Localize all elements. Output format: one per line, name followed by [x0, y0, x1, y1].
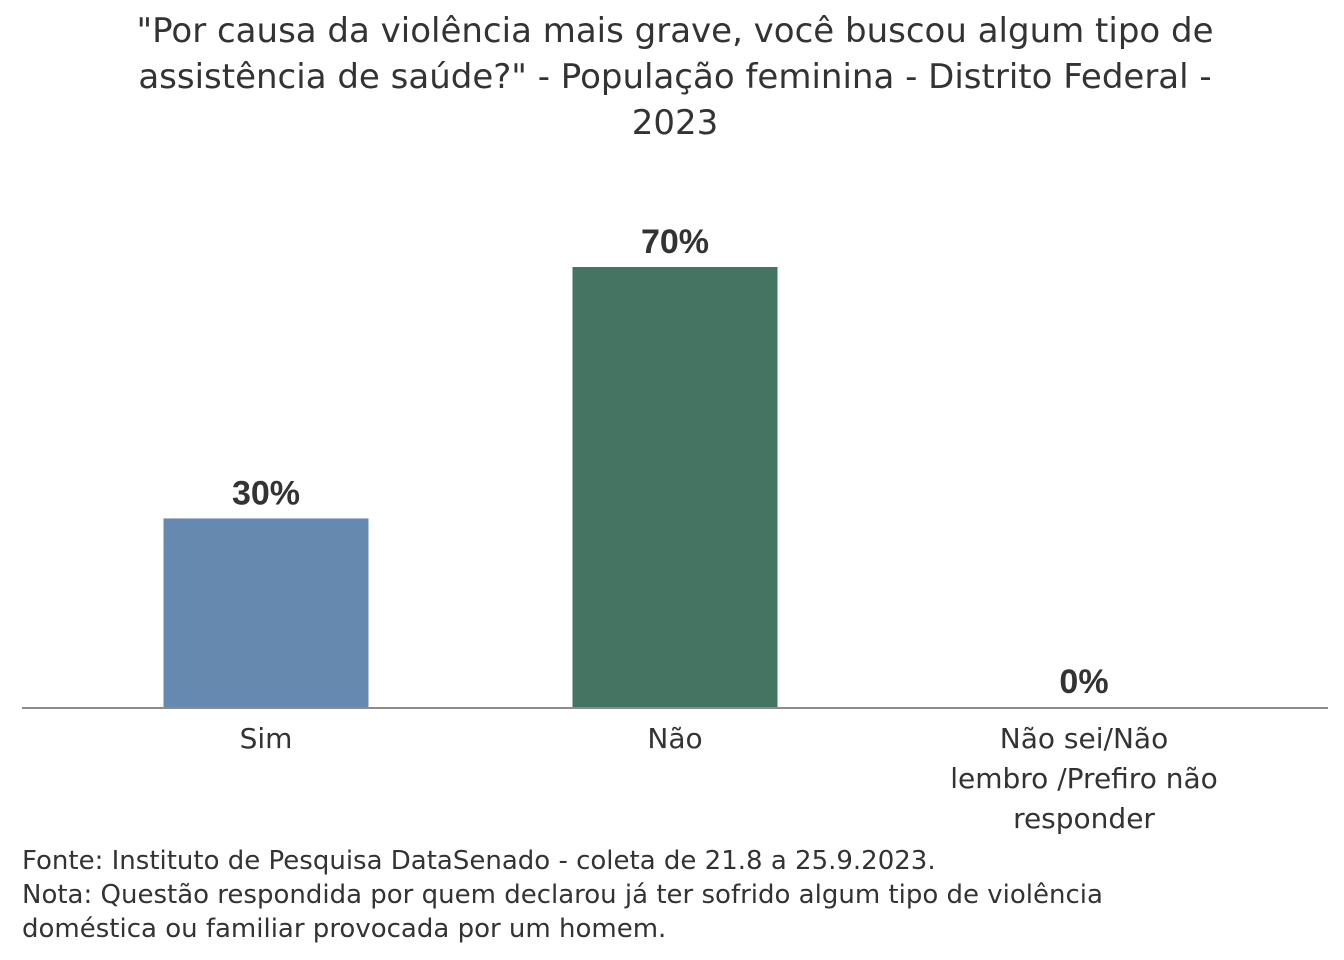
- source-note: Fonte: Instituto de Pesquisa DataSenado …: [22, 846, 936, 876]
- x-tick-label-line: Sim: [240, 722, 293, 755]
- x-tick-label-line: responder: [1013, 802, 1155, 835]
- bar-chart: 30% Sim 70% Não 0% Não sei/Não lembro /Prefiro…: [22, 223, 1328, 835]
- x-tick-label-line: Não sei/Não: [1000, 722, 1168, 755]
- bar-2: [572, 267, 778, 707]
- bar-value-label: 0%: [1059, 663, 1108, 701]
- x-tick-label-line: lembro /Prefiro não: [950, 762, 1218, 795]
- bar-value-label: 70%: [641, 223, 709, 261]
- x-tick-label: Sim: [240, 722, 293, 755]
- note-line-2: doméstica ou familiar provocada por um h…: [22, 914, 667, 944]
- x-tick-label: Não sei/Não lembro /Prefiro não responder: [950, 722, 1218, 835]
- note-line-1: Nota: Questão respondida por quem declar…: [22, 880, 1103, 910]
- x-tick-label: Não: [647, 722, 702, 755]
- bar-value-label: 30%: [232, 474, 300, 512]
- chart-footer: Fonte: Instituto de Pesquisa DataSenado …: [22, 844, 1322, 946]
- x-tick-label-line: Não: [647, 722, 702, 755]
- chart-title: "Por causa da violência mais grave, você…: [136, 11, 1214, 143]
- bar-1: [163, 518, 369, 707]
